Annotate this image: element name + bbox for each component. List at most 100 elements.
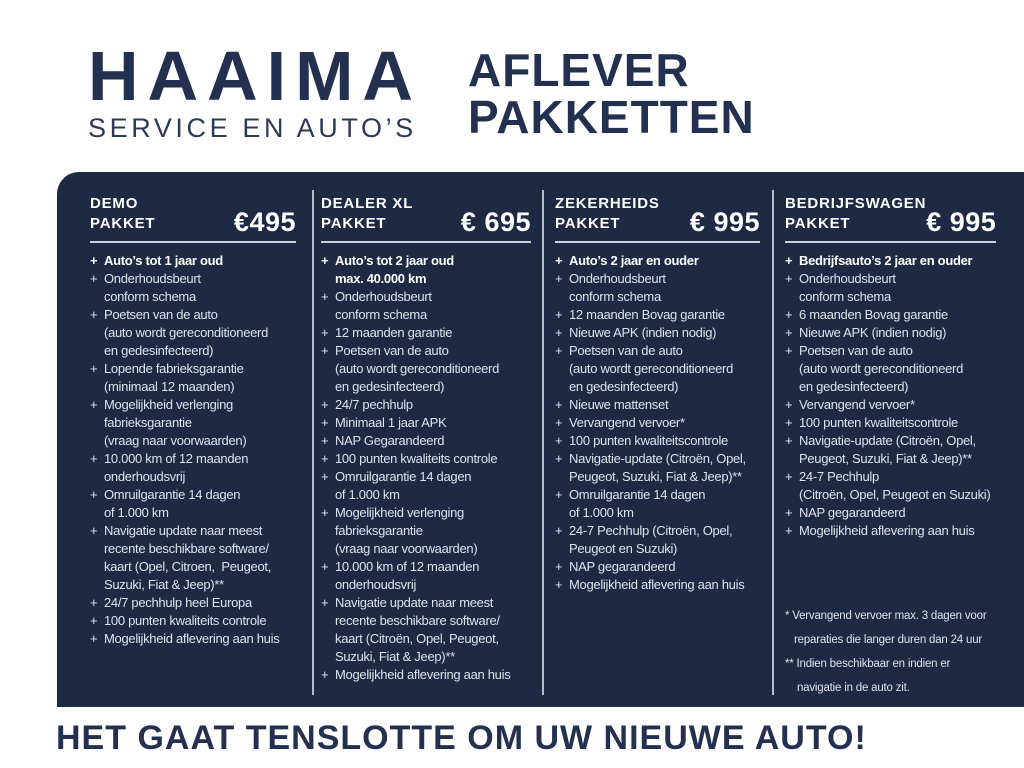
package-item: + Navigatie-update (Citroën, Opel, Peugeo… [785,432,996,468]
package-item: + Onderhoudsbeurt conform schema [555,270,760,306]
package-item: +24/7 pechhulp [321,396,531,414]
package-name-line1: ZEKERHEIDS [555,195,660,212]
package-item: + Poetsen van de auto (auto wordt gerecon… [90,306,296,360]
column-divider [542,190,544,695]
package-item: + Auto’s tot 1 jaar oud [90,252,296,270]
package-item-text: Onderhoudsbeurt conform schema [335,289,432,322]
package-item-text: Omruilgarantie 14 dagen of 1.000 km [569,487,706,520]
package-item-text: Lopende fabrieksgarantie (minimaal 12 ma… [104,361,244,394]
plus-bullet: + [555,397,563,412]
footnote: ** Indien beschikbaar en indien er navig… [785,658,951,694]
plus-bullet: + [321,469,329,484]
plus-bullet: + [321,253,329,268]
package-item: + Vervangend vervoer* [785,396,996,414]
package-item-text: 24-7 Pechhulp (Citroën, Opel, Peugeot en… [569,523,733,556]
package-item-text: 24/7 pechhulp [335,397,413,412]
plus-bullet: + [785,343,793,358]
package-item: +100 punten kwaliteitscontrole [555,432,760,450]
package-item-text: 100 punten kwaliteitscontrole [799,415,958,430]
package-item-text: 100 punten kwaliteits controle [335,451,498,466]
package-item-text: NAP Gegarandeerd [335,433,445,448]
package-item-text: Poetsen van de auto (auto wordt gerecond… [799,343,964,394]
package-item-text: Auto’s tot 1 jaar oud [104,253,223,268]
package-item: + NAP gegarandeerd [555,558,760,576]
plus-bullet: + [555,307,563,322]
package-item-text: Mogelijkheid aflevering aan huis [335,667,511,682]
package-item-text: Mogelijkheid aflevering aan huis [104,631,280,646]
package-item: + Mogelijkheid verlenging fabrieksgaranti… [90,396,296,450]
package-item-text: 12 maanden Bovag garantie [569,307,725,322]
package-item: +12 maanden garantie [321,324,531,342]
plus-bullet: + [321,325,329,340]
plus-bullet: + [555,487,563,502]
plus-bullet: + [321,505,329,520]
package-item: + Poetsen van de auto (auto wordt gerecon… [555,342,760,396]
package-name: DEALER XL PAKKET [321,194,413,234]
package-item: +10.000 km of 12 maanden onderhoudsvrij [321,558,531,594]
package-item: +10.000 km of 12 maanden onderhoudsvrij [90,450,296,486]
brand-name: HAAIMA [88,37,422,115]
package-item-text: Poetsen van de auto (auto wordt gerecond… [569,343,734,394]
footnotes: * Vervangend vervoer max. 3 dagen voor r… [785,604,996,700]
package-item-text: Poetsen van de auto (auto wordt gerecond… [104,307,269,358]
package-item: + Nieuwe mattenset [555,396,760,414]
package-item: + Navigatie update naar meest recente bes… [321,594,531,666]
plus-bullet: + [785,433,793,448]
plus-bullet: + [90,397,98,412]
package-item-text: 24-7 Pechhulp (Citroën, Opel, Peugeot en… [799,469,991,502]
plus-bullet: + [555,559,563,574]
package-item: +24-7 Pechhulp (Citroën, Opel, Peugeot e… [785,468,996,504]
package-header: DEMO PAKKET €495 [90,194,296,243]
package-item: + Omruilgarantie 14 dagen of 1.000 km [90,486,296,522]
plus-bullet: + [90,361,98,376]
package-item-text: Poetsen van de auto (auto wordt gerecond… [335,343,500,394]
package-item-text: Omruilgarantie 14 dagen of 1.000 km [104,487,241,520]
plus-bullet: + [555,343,563,358]
plus-bullet: + [321,343,329,358]
package-item-text: Mogelijkheid aflevering aan huis [799,523,975,538]
plus-bullet: + [785,415,793,430]
package-item: + Navigatie-update (Citroën, Opel, Peugeo… [555,450,760,486]
column-divider [772,190,774,695]
package-item-list: + Auto’s tot 1 jaar oud + Onderhoudsbeurt c… [90,252,296,648]
plus-bullet: + [321,433,329,448]
package-item: +100 punten kwaliteits controle [90,612,296,630]
package-item-list: + Bedrijfsauto’s 2 jaar en ouder + Onderhou… [785,252,996,540]
plus-bullet: + [555,523,563,538]
package-header: DEALER XL PAKKET € 695 [321,194,531,243]
plus-bullet: + [785,505,793,520]
package-item: +24/7 pechhulp heel Europa [90,594,296,612]
package-header: ZEKERHEIDS PAKKET € 995 [555,194,760,243]
package-item-text: Auto’s tot 2 jaar oud max. 40.000 km [335,253,454,286]
package-item: + Auto’s 2 jaar en ouder [555,252,760,270]
package-item-text: Navigatie-update (Citroën, Opel, Peugeot… [569,451,746,484]
plus-bullet: + [321,397,329,412]
plus-bullet: + [90,271,98,286]
plus-bullet: + [785,469,793,484]
footnote: * Vervangend vervoer max. 3 dagen voor r… [785,610,987,646]
package-item-text: Navigatie update naar meest recente besc… [104,523,272,592]
plus-bullet: + [555,577,563,592]
plus-bullet: + [555,253,563,268]
plus-bullet: + [785,523,793,538]
package-item: + Mogelijkheid aflevering aan huis [555,576,760,594]
package-item: + Navigatie update naar meest recente bes… [90,522,296,594]
package-item-text: Mogelijkheid verlenging fabrieksgarantie… [104,397,247,448]
package-name: DEMO PAKKET [90,194,155,234]
package-item: +100 punten kwaliteitscontrole [785,414,996,432]
package-item-text: Vervangend vervoer* [799,397,915,412]
plus-bullet: + [90,631,98,646]
plus-bullet: + [321,559,329,574]
packages-grid: DEMO PAKKET €495 + Auto’s tot 1 jaar oud + O… [57,172,1024,707]
package-item: +100 punten kwaliteits controle [321,450,531,468]
package-item: + Poetsen van de auto (auto wordt gerecon… [785,342,996,396]
package-item-text: 100 punten kwaliteits controle [104,613,267,628]
package-item-text: Bedrijfsauto’s 2 jaar en ouder [799,253,973,268]
plus-bullet: + [555,325,563,340]
package-item-text: Nieuwe APK (indien nodig) [799,325,947,340]
column-divider [312,190,314,695]
package-name-line2: PAKKET [785,215,851,232]
plus-bullet: + [785,397,793,412]
package-item: + Onderhoudsbeurt conform schema [321,288,531,324]
